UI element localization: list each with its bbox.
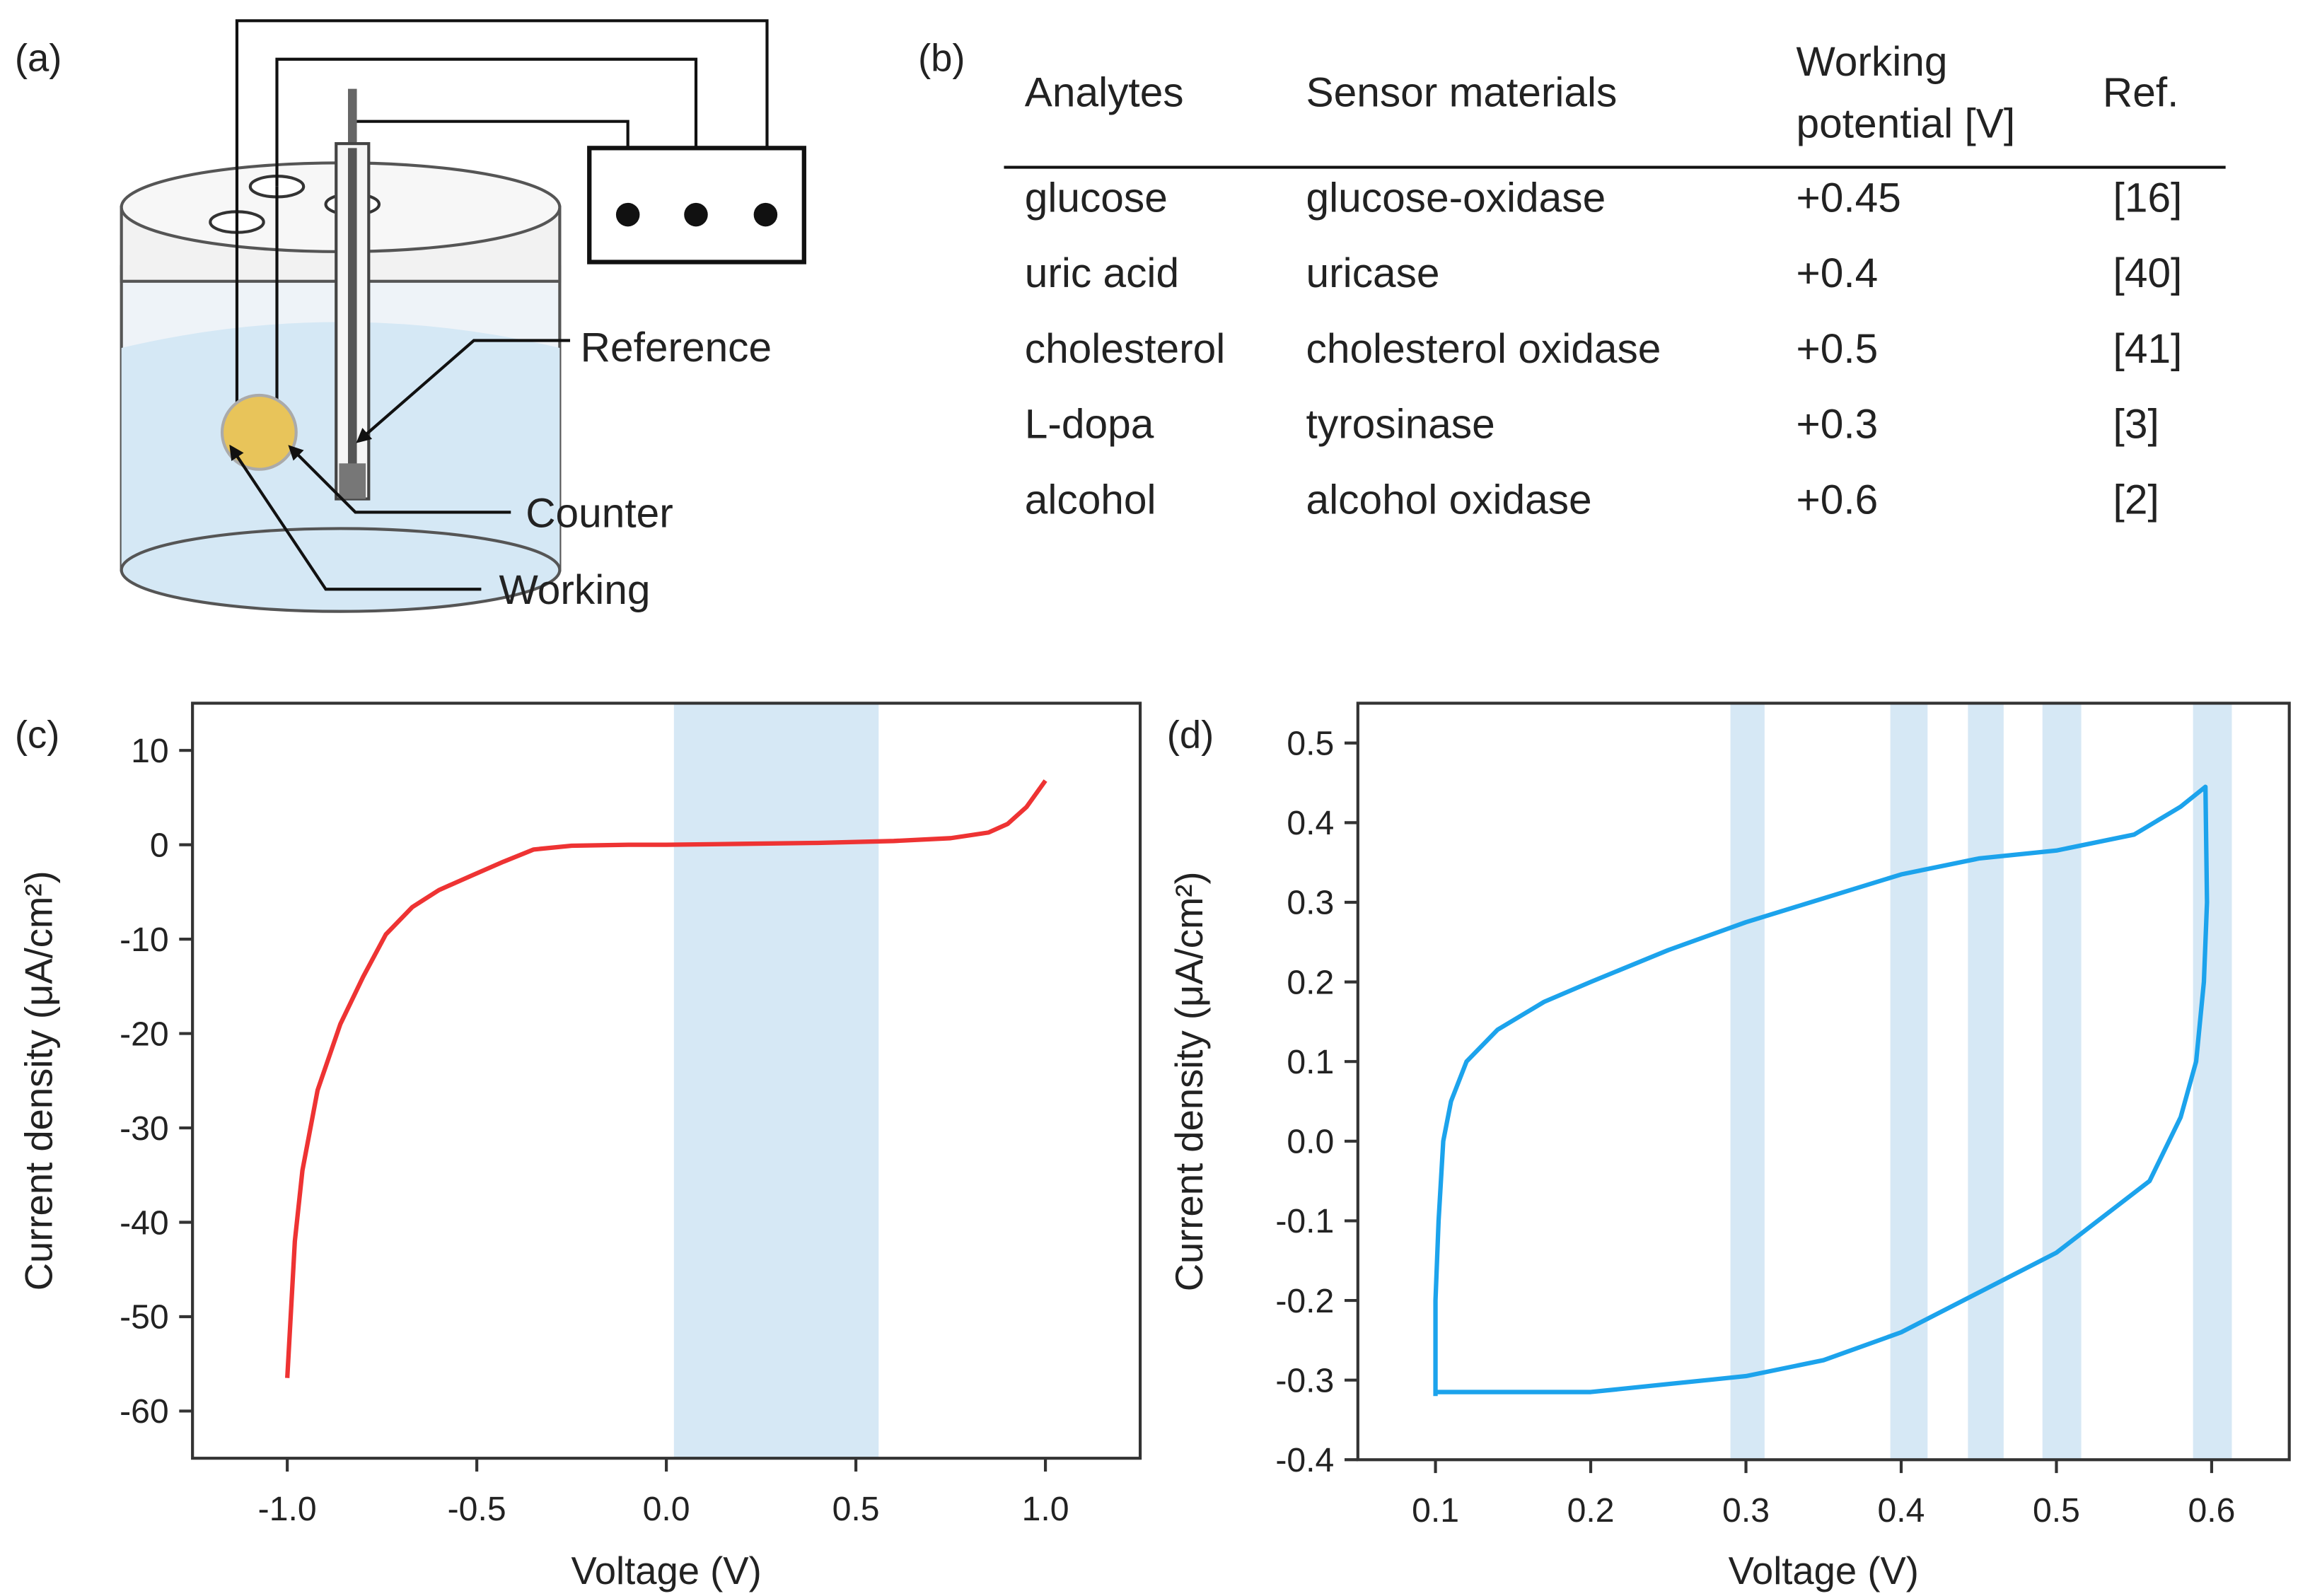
diagram-label: Counter	[526, 490, 673, 536]
table-cell: [16]	[2113, 175, 2183, 221]
table-cell: [3]	[2113, 401, 2159, 448]
x-tick-label: 0.4	[1878, 1491, 1925, 1530]
diagram-label: Reference	[581, 325, 772, 371]
table-cell: +0.45	[1796, 175, 1901, 221]
table-header: Working potential [V]	[1796, 38, 2016, 147]
axes-frame	[191, 701, 1142, 1460]
table-cell: [40]	[2113, 250, 2183, 296]
panel-label: (d)	[1167, 713, 1214, 756]
table-cell: [2]	[2113, 477, 2159, 523]
diagram-label: Working	[499, 567, 651, 613]
y-tick-label: 0.3	[1287, 884, 1334, 922]
x-tick-label: -0.5	[448, 1490, 506, 1528]
table-cell: glucose	[1024, 175, 1168, 221]
y-tick-label: 0.1	[1287, 1043, 1334, 1081]
y-tick-label: -20	[120, 1015, 169, 1053]
y-tick-label: 10	[131, 732, 169, 770]
chart: (d) 0.1 0.2 0.3 0.4 0.5 0.6 0.5 0.4 0.3 0.2 0.1 0.0 -…	[1167, 701, 2291, 1592]
x-tick-label: 0.5	[2033, 1491, 2080, 1530]
y-tick-label: -60	[120, 1392, 169, 1431]
table-header: Ref.	[2102, 69, 2179, 116]
table-cell: +0.3	[1796, 401, 1879, 448]
highlight-band	[2193, 703, 2232, 1460]
axes-frame	[1356, 701, 2291, 1462]
table-cell: cholesterol	[1024, 325, 1226, 372]
table-cell: [41]	[2113, 325, 2183, 372]
table-header: Sensor materials	[1306, 69, 1618, 116]
table-cell: +0.4	[1796, 250, 1879, 296]
y-tick-label: -10	[120, 921, 169, 959]
x-tick-label: 0.2	[1567, 1491, 1615, 1530]
y-tick-label: 0.4	[1287, 804, 1334, 842]
y-tick-label: 0.2	[1287, 963, 1334, 1001]
y-axis-label: Current density (μA/cm²)	[1168, 871, 1211, 1291]
y-tick-label: -0.2	[1275, 1282, 1334, 1320]
highlight-band	[1890, 703, 1928, 1460]
x-tick-label: 0.3	[1722, 1491, 1770, 1530]
x-tick-label: 0.6	[2188, 1491, 2235, 1530]
highlight-band	[673, 703, 879, 1459]
table-cell: glucose-oxidase	[1306, 175, 1606, 221]
y-tick-label: -0.3	[1275, 1361, 1334, 1399]
table-cell: +0.5	[1796, 325, 1879, 372]
y-tick-label: -30	[120, 1109, 169, 1148]
y-axis-label: Current density (μA/cm²)	[17, 870, 60, 1291]
table-cell: tyrosinase	[1306, 401, 1495, 448]
table-cell: +0.6	[1796, 477, 1879, 523]
data-line	[1433, 784, 2210, 1397]
highlight-band	[2042, 703, 2082, 1460]
chart: (c) -1.0 -0.5 0.0 0.5 1.0 10 0 -10 -20 -30 -40 -50 -6…	[15, 701, 1142, 1592]
table-cell: alcohol oxidase	[1306, 477, 1592, 523]
table-cell: uric acid	[1024, 250, 1180, 296]
y-tick-label: -40	[120, 1204, 169, 1242]
y-tick-label: 0.0	[1287, 1123, 1334, 1161]
x-axis-label: Voltage (V)	[571, 1549, 761, 1592]
table-cell: uricase	[1306, 250, 1440, 296]
table-cell: L-dopa	[1024, 401, 1154, 448]
y-tick-label: 0	[150, 826, 169, 864]
x-tick-label: 1.0	[1022, 1490, 1069, 1528]
x-tick-label: -1.0	[258, 1490, 317, 1528]
data-line	[285, 779, 1047, 1378]
cell-diagram: (a) Reference Counter Working	[15, 19, 806, 613]
table-cell: alcohol	[1024, 477, 1156, 523]
table-header: Analytes	[1024, 69, 1184, 116]
y-tick-label: -50	[120, 1298, 169, 1336]
x-tick-label: 0.5	[832, 1490, 880, 1528]
highlight-band	[1730, 703, 1765, 1460]
panel-label: (b)	[918, 36, 965, 79]
x-axis-label: Voltage (V)	[1729, 1549, 1919, 1592]
highlight-band	[1968, 703, 2004, 1460]
table-cell: cholesterol oxidase	[1306, 325, 1661, 372]
y-tick-label: -0.1	[1275, 1202, 1334, 1240]
panel-label: (a)	[15, 36, 62, 79]
x-tick-label: 0.1	[1412, 1491, 1459, 1530]
x-tick-label: 0.0	[643, 1490, 690, 1528]
y-tick-label: -0.4	[1275, 1441, 1334, 1479]
panel-label: (c)	[15, 713, 59, 756]
y-tick-label: 0.5	[1287, 725, 1334, 763]
